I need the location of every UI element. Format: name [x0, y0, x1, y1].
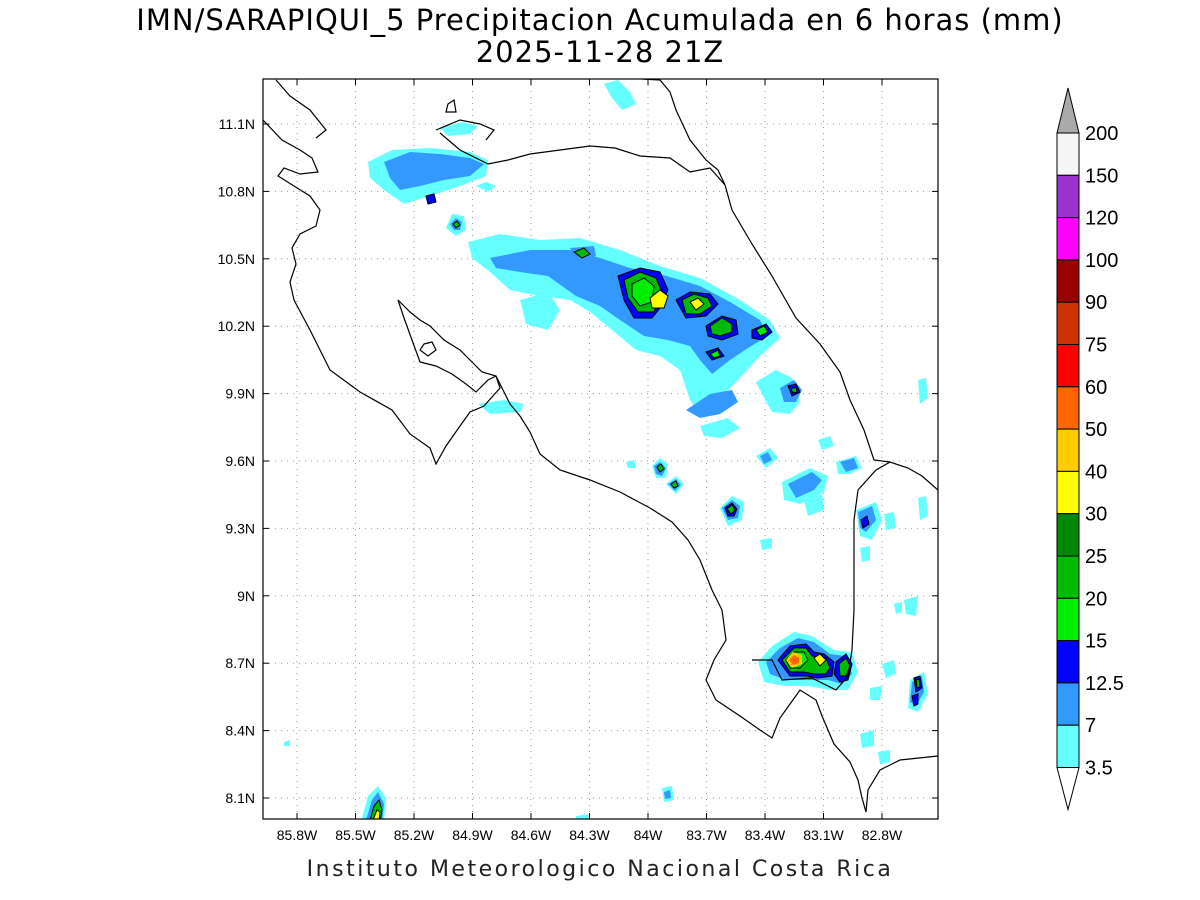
- map-frame: [262, 78, 939, 820]
- colorbar-label: 15: [1085, 631, 1107, 653]
- colorbar-swatch-14: [1056, 724, 1080, 769]
- lat-tick-label: 8.7N: [225, 655, 255, 671]
- rain-cluster-south-pacific: [284, 596, 928, 819]
- lon-tick-label: 83.7W: [686, 827, 727, 843]
- colorbar-swatch-6: [1056, 386, 1080, 430]
- lat-tick-label: 9N: [237, 588, 255, 604]
- colorbar-swatch-7: [1056, 428, 1080, 472]
- lon-tick-label: 85.8W: [277, 827, 318, 843]
- colorbar-swatch-1: [1056, 174, 1080, 219]
- colorbar-swatch-13: [1056, 682, 1080, 726]
- colorbar-swatch-11: [1056, 597, 1080, 642]
- colorbar-swatch-2: [1056, 217, 1080, 261]
- map-axes: 85.8W 85.5W 85.2W 84.9W 84.6W 84.3W 84W 83.7W 83…: [218, 79, 938, 843]
- lat-tick-label: 8.1N: [225, 790, 255, 806]
- lon-tick-label: 84W: [634, 827, 664, 843]
- map-subtitle: 2025-11-28 21Z: [475, 35, 725, 69]
- colorbar-swatch-0: [1056, 132, 1080, 176]
- colorbar-label: 120: [1085, 208, 1118, 230]
- lon-tick-label: 85.2W: [394, 827, 435, 843]
- colorbar-swatch-10: [1056, 555, 1080, 599]
- colorbar-label: 7: [1085, 715, 1096, 737]
- map-grid: [263, 79, 938, 819]
- colorbar-label: 50: [1085, 419, 1107, 441]
- colorbar-label: 200: [1085, 123, 1118, 145]
- colorbar-label: 30: [1085, 504, 1107, 526]
- colorbar-label: 25: [1085, 546, 1107, 568]
- colorbar-label: 150: [1085, 165, 1118, 187]
- lon-tick-label: 84.6W: [511, 827, 552, 843]
- lon-tick-label: 83.4W: [745, 827, 786, 843]
- colorbar-bottom-arrow: [1056, 767, 1080, 812]
- colorbar-label: 90: [1085, 292, 1107, 314]
- lat-tick-label: 8.4N: [225, 723, 255, 739]
- lat-tick-label: 10.2N: [218, 318, 255, 334]
- coastline: [263, 79, 938, 813]
- colorbar-label: 12.5: [1085, 673, 1124, 695]
- colorbar-legend: 200 150 120 100 90 75 60 50 40 30 25 20 15 12.5 7 3.5: [1056, 87, 1124, 812]
- lon-tick-label: 85.5W: [335, 827, 376, 843]
- lon-tick-label: 83.1W: [803, 827, 844, 843]
- rain-cells-caribbean: [478, 80, 928, 562]
- colorbar-swatch-4: [1056, 301, 1080, 346]
- colorbar-swatch-3: [1056, 259, 1080, 303]
- lat-tick-label: 9.3N: [225, 520, 255, 536]
- lon-tick-label: 84.3W: [569, 827, 610, 843]
- map-title: IMN/SARAPIQUI_5 Precipitacion Acumulada …: [136, 3, 1064, 37]
- footer-credit: Instituto Meteorologico Nacional Costa R…: [306, 857, 894, 882]
- lat-tick-label: 9.9N: [225, 386, 255, 402]
- lat-tick-label: 9.6N: [225, 453, 255, 469]
- colorbar-label: 75: [1085, 335, 1107, 357]
- colorbar-label: 40: [1085, 461, 1107, 483]
- lat-tick-label: 10.5N: [218, 251, 255, 267]
- colorbar-label: 3.5: [1085, 758, 1113, 780]
- lat-tick-label: 10.8N: [218, 183, 255, 199]
- colorbar-top-arrow: [1056, 87, 1080, 134]
- colorbar-label: 20: [1085, 588, 1107, 610]
- lon-tick-label: 84.9W: [452, 827, 493, 843]
- colorbar-swatch-9: [1056, 513, 1080, 557]
- colorbar-swatch-5: [1056, 344, 1080, 388]
- precipitation-field: [284, 80, 928, 819]
- colorbar-label: 60: [1085, 377, 1107, 399]
- colorbar-swatch-8: [1056, 470, 1080, 515]
- colorbar-label: 100: [1085, 250, 1118, 272]
- rain-band-guanacaste: [368, 122, 496, 236]
- lat-tick-label: 11.1N: [219, 116, 255, 132]
- lon-tick-label: 82.8W: [862, 827, 903, 843]
- colorbar-swatch-12: [1056, 640, 1080, 684]
- rain-band-central: [468, 234, 780, 414]
